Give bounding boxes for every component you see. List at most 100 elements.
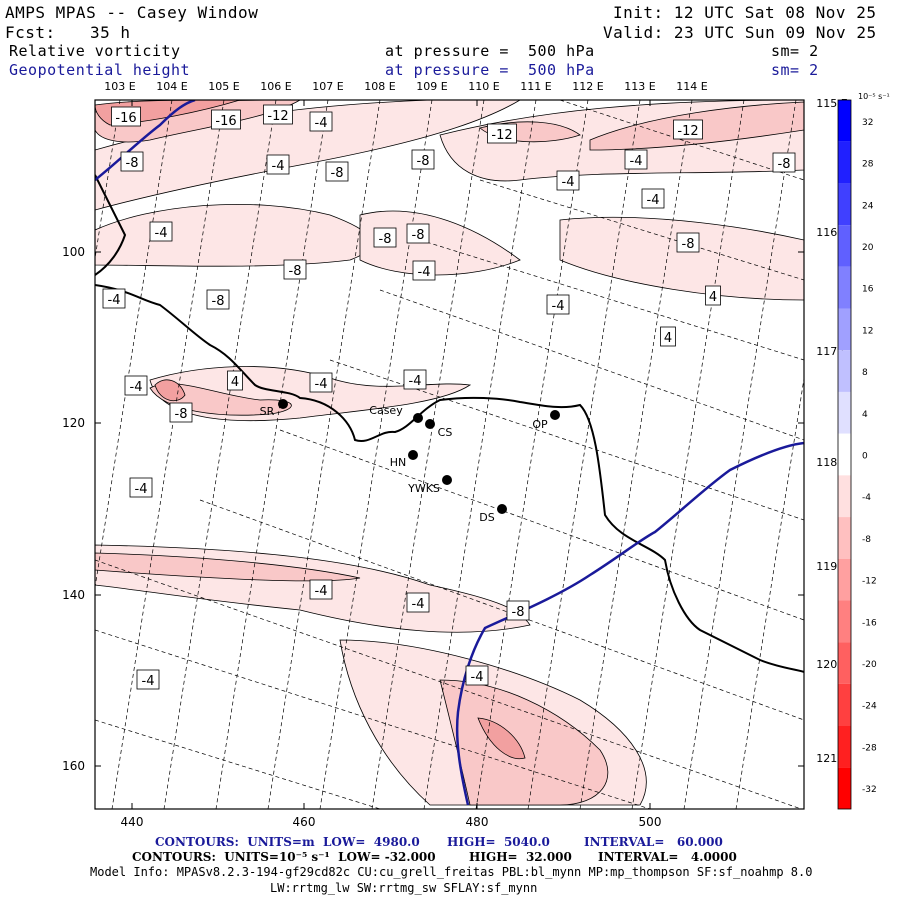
- contour-label: -8: [325, 161, 349, 182]
- y-tick-label: 160: [62, 759, 85, 773]
- svg-text:-4: -4: [315, 584, 328, 599]
- footer-height-high: HIGH= 5040.0: [447, 835, 550, 849]
- contour-label: -12: [487, 123, 517, 144]
- x-tick-label: 440: [121, 815, 144, 829]
- svg-text:-4: -4: [409, 374, 422, 389]
- station-marker: YWKS: [407, 475, 452, 495]
- lon-label-top: 106 E: [260, 80, 291, 93]
- contour-label: -4: [556, 170, 580, 191]
- colorbar-swatch: [838, 725, 851, 768]
- forecast-hour: 35 h: [90, 23, 131, 42]
- lon-label-top: 108 E: [364, 80, 395, 93]
- plot-frame: [94, 99, 805, 810]
- contour-label: -8: [169, 402, 193, 423]
- colorbar-swatch: [838, 558, 851, 601]
- height-contour-north: [95, 100, 196, 181]
- svg-text:-4: -4: [142, 674, 155, 689]
- svg-text:-8: -8: [331, 166, 344, 181]
- field1-smooth: sm= 2: [771, 42, 819, 60]
- lon-label-top: 109 E: [416, 80, 447, 93]
- field1-name: Relative vorticity: [9, 42, 181, 60]
- svg-text:-4: -4: [135, 482, 148, 497]
- svg-text:-8: -8: [417, 154, 430, 169]
- colorbar-swatch: [838, 308, 851, 351]
- contour-label: -4: [546, 294, 570, 315]
- svg-text:-4: -4: [108, 293, 121, 308]
- contour-label: -8: [411, 149, 435, 170]
- lon-label-top: 114 E: [676, 80, 707, 93]
- colorbar: 32 28 24 20 16 12 8 4 0 -4 -8 -12 -16 -20 -24 -28 -32 10⁻…: [837, 92, 890, 810]
- svg-text:-4: -4: [130, 380, 143, 395]
- svg-text:-8: -8: [126, 156, 139, 171]
- lon-label-top: 103 E: [104, 80, 135, 93]
- contour-label: -4: [465, 665, 489, 686]
- svg-text:-12: -12: [267, 109, 288, 124]
- contour-label: -4: [124, 375, 148, 396]
- valid-time: Valid: 23 UTC Sun 09 Nov 25: [603, 23, 877, 42]
- colorbar-label: 32: [862, 118, 873, 128]
- colorbar-swatch: [838, 266, 851, 309]
- colorbar-swatch: [838, 642, 851, 684]
- field2-name: Geopotential height: [9, 61, 191, 79]
- colorbar-frame: [837, 99, 852, 810]
- colorbar-swatch: [838, 433, 851, 476]
- station-label: CS: [438, 426, 453, 439]
- contour-label: -12: [673, 119, 703, 140]
- svg-text:-8: -8: [778, 157, 791, 172]
- station-marker: SR: [260, 399, 288, 418]
- longitude-grid: [95, 100, 804, 809]
- map-field: -16 -16 -12 -4 -12 -12 -8 -4 -8 -8 -4 -4 -4 -8 -4 -8 -8 -…: [95, 100, 804, 809]
- svg-text:-8: -8: [289, 264, 302, 279]
- contour-label: -8: [206, 289, 230, 310]
- colorbar-label: -16: [862, 618, 877, 628]
- contour-label: -4: [624, 149, 648, 170]
- contour-label: 4: [660, 326, 676, 347]
- contour-label: -4: [412, 260, 436, 281]
- plot-title: AMPS MPAS -- Casey Window: [5, 3, 259, 22]
- colorbar-label: -8: [862, 535, 871, 545]
- contour-label: -4: [309, 579, 333, 600]
- lon-label-top: 105 E: [208, 80, 239, 93]
- colorbar-swatch: [838, 225, 851, 267]
- contour-label: -4: [641, 188, 665, 209]
- colorbar-swatch: [838, 100, 851, 142]
- y-tick-label: 140: [62, 588, 85, 602]
- station-label: OP: [532, 418, 548, 431]
- svg-text:-8: -8: [412, 228, 425, 243]
- svg-text:-4: -4: [552, 299, 565, 314]
- colorbar-swatch: [838, 350, 851, 392]
- height-contour-south: [455, 441, 804, 806]
- svg-text:-4: -4: [647, 193, 660, 208]
- colorbar-label: -24: [862, 702, 877, 712]
- svg-text:4: 4: [664, 331, 672, 346]
- contour-label: -8: [283, 259, 307, 280]
- x-tick-label: 480: [466, 815, 489, 829]
- colorbar-swatch: [838, 600, 851, 643]
- footer-vort-high: HIGH= 32.000: [469, 850, 572, 864]
- colorbar-label: -32: [862, 785, 877, 795]
- colorbar-label: 20: [862, 243, 874, 253]
- station-label: YWKS: [407, 482, 440, 495]
- colorbar-swatch: [838, 391, 851, 434]
- field1-level: at pressure = 500 hPa: [385, 42, 595, 60]
- model-info: Model Info: MPASv8.2.3-194-gf29cd82c CU:…: [90, 865, 813, 879]
- contour-label: -4: [403, 369, 427, 390]
- contour-label: -8: [506, 600, 530, 621]
- station-label: Casey: [369, 404, 403, 417]
- station-marker: Casey: [369, 404, 423, 423]
- lon-label-top: 111 E: [520, 80, 551, 93]
- svg-text:-4: -4: [471, 670, 484, 685]
- contour-label: -8: [772, 152, 796, 173]
- colorbar-label: -12: [862, 577, 877, 587]
- contour-label: -16: [111, 106, 141, 127]
- init-time: Init: 12 UTC Sat 08 Nov 25: [613, 3, 877, 22]
- contour-label: -16: [211, 109, 241, 130]
- svg-text:4: 4: [709, 290, 717, 305]
- svg-text:-4: -4: [315, 116, 328, 131]
- svg-text:-4: -4: [630, 154, 643, 169]
- footer-height-units: CONTOURS: UNITS=m LOW= 4980.0: [155, 835, 420, 849]
- svg-text:-8: -8: [682, 237, 695, 252]
- contour-label: -4: [129, 477, 153, 498]
